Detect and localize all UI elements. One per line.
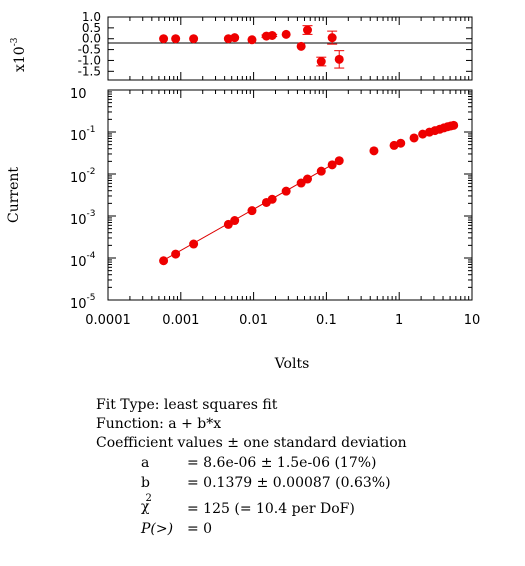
residual-y-tick-label: 0.0: [82, 32, 101, 46]
chi-square-row: χ2 = 125 (= 10.4 per DoF): [141, 493, 397, 519]
data-point: [396, 138, 406, 148]
y-tick-label-base: 10: [70, 171, 87, 186]
y-tick-label-base: 10: [70, 87, 87, 102]
fit-info: Fit Type: least squares fit Function: a …: [96, 396, 407, 539]
y-axis-label: Current: [6, 167, 22, 223]
x-axis-label: Volts: [274, 356, 310, 372]
y-tick-label-exp: -1: [87, 125, 96, 135]
residual-point: [327, 33, 337, 43]
residual-point: [334, 54, 344, 64]
coefficient-header: Coefficient values ± one standard deviat…: [96, 435, 407, 451]
coefficient-name-b: b: [141, 475, 150, 491]
y-tick-label: 10-2: [70, 167, 96, 186]
y-tick-label-base: 10: [70, 297, 87, 312]
data-point: [369, 146, 379, 156]
residual-point: [189, 34, 199, 44]
p-value-symbol: P(>): [141, 521, 174, 537]
residual-point: [230, 33, 240, 43]
data-points: [159, 120, 459, 266]
data-point: [316, 166, 326, 176]
y-tick-label: 10-5: [70, 293, 96, 312]
coefficient-value-b: = 0.1379 ± 0.00087 (0.63%): [187, 475, 391, 491]
data-point: [230, 216, 240, 226]
x-tick-label: 1: [395, 313, 403, 328]
residual-y-tick-label: -1.0: [78, 53, 101, 67]
y-tick-label-base: 10: [70, 255, 87, 270]
p-value-label: P(>): [141, 519, 187, 539]
residual-panel: 1.00.50.0-0.5-1.0-1.5 x10-3: [10, 10, 473, 81]
coefficient-row-a: a = 8.6e-06 ± 1.5e-06 (17%): [141, 453, 397, 473]
data-point: [409, 133, 419, 143]
chi-square-label: χ2: [141, 493, 187, 519]
main-ticks: 0.0001 0.001 0.01 0.1 1 1010-510-410-310-210-…: [70, 87, 480, 328]
data-point: [334, 156, 344, 166]
chart: 1.00.50.0-0.5-1.0-1.5 x10-3 0.0001 0.001 0…: [6, 10, 480, 372]
y-tick-label-base: 10: [70, 213, 87, 228]
residual-y-tick-label: -1.5: [78, 64, 101, 78]
p-value-row: P(>) = 0: [141, 519, 397, 539]
data-point: [281, 186, 291, 196]
x-tick-label: 10: [464, 313, 481, 328]
x-tick-label: 0.001: [162, 313, 199, 328]
y-tick-label-exp: -3: [87, 209, 96, 219]
chi-exponent: 2: [145, 493, 152, 504]
residual-point: [247, 35, 257, 45]
coefficient-table: a = 8.6e-06 ± 1.5e-06 (17%) b = 0.1379 ±…: [141, 453, 397, 539]
residual-point: [159, 34, 169, 44]
residual-point: [316, 57, 326, 67]
y-tick-label: 10-1: [70, 125, 96, 144]
y-tick-label-exp: -5: [87, 293, 96, 303]
y-tick-label: 10-3: [70, 209, 96, 228]
data-point: [418, 129, 428, 139]
x-tick-label: 0.0001: [85, 313, 131, 328]
coefficient-value-a: = 8.6e-06 ± 1.5e-06 (17%): [187, 455, 377, 471]
residual-multiplier-label: x10-3: [10, 37, 28, 72]
residual-point: [267, 30, 277, 40]
residual-plot-frame: [107, 16, 473, 81]
data-point: [302, 174, 312, 184]
x-tick-label: 0.1: [316, 313, 337, 328]
data-point: [267, 194, 277, 204]
y-tick-label: 10-4: [70, 251, 96, 270]
residual-point: [302, 25, 312, 35]
p-value: = 0: [187, 521, 213, 537]
data-point: [247, 206, 257, 216]
residual-point: [171, 34, 181, 44]
data-point: [189, 239, 199, 249]
main-panel: 0.0001 0.001 0.01 0.1 1 1010-510-410-310-210-…: [6, 87, 480, 372]
chi-symbol: χ: [141, 499, 150, 515]
residual-multiplier-exp: -3: [10, 37, 20, 46]
coefficient-row-b: b = 0.1379 ± 0.00087 (0.63%): [141, 473, 397, 493]
residual-y-tick-label: -0.5: [78, 43, 101, 57]
x-tick-label: 0.01: [239, 313, 268, 328]
fit-function: Function: a + b*x: [96, 416, 222, 432]
data-point: [171, 249, 181, 259]
residual-point: [296, 41, 306, 51]
data-point: [449, 120, 459, 130]
main-plot-frame: [107, 89, 473, 301]
residual-y-tick-label: 1.0: [82, 10, 101, 24]
y-tick-label-exp: -2: [87, 167, 96, 177]
data-point: [159, 256, 169, 266]
residual-points: [159, 25, 345, 69]
residual-ticks: 1.00.50.0-0.5-1.0-1.5: [78, 10, 473, 80]
residual-point: [281, 29, 291, 39]
residual-multiplier-base: x10: [12, 46, 28, 72]
coefficient-name-a: a: [141, 455, 150, 471]
y-tick-label: 10: [70, 87, 87, 102]
y-tick-label-exp: -4: [87, 251, 96, 261]
fit-type: Fit Type: least squares fit: [96, 397, 278, 413]
chi-square-value: = 125 (= 10.4 per DoF): [187, 501, 355, 517]
residual-y-tick-label: 0.5: [82, 21, 101, 35]
y-tick-label-base: 10: [70, 129, 87, 144]
data-point: [327, 160, 337, 170]
